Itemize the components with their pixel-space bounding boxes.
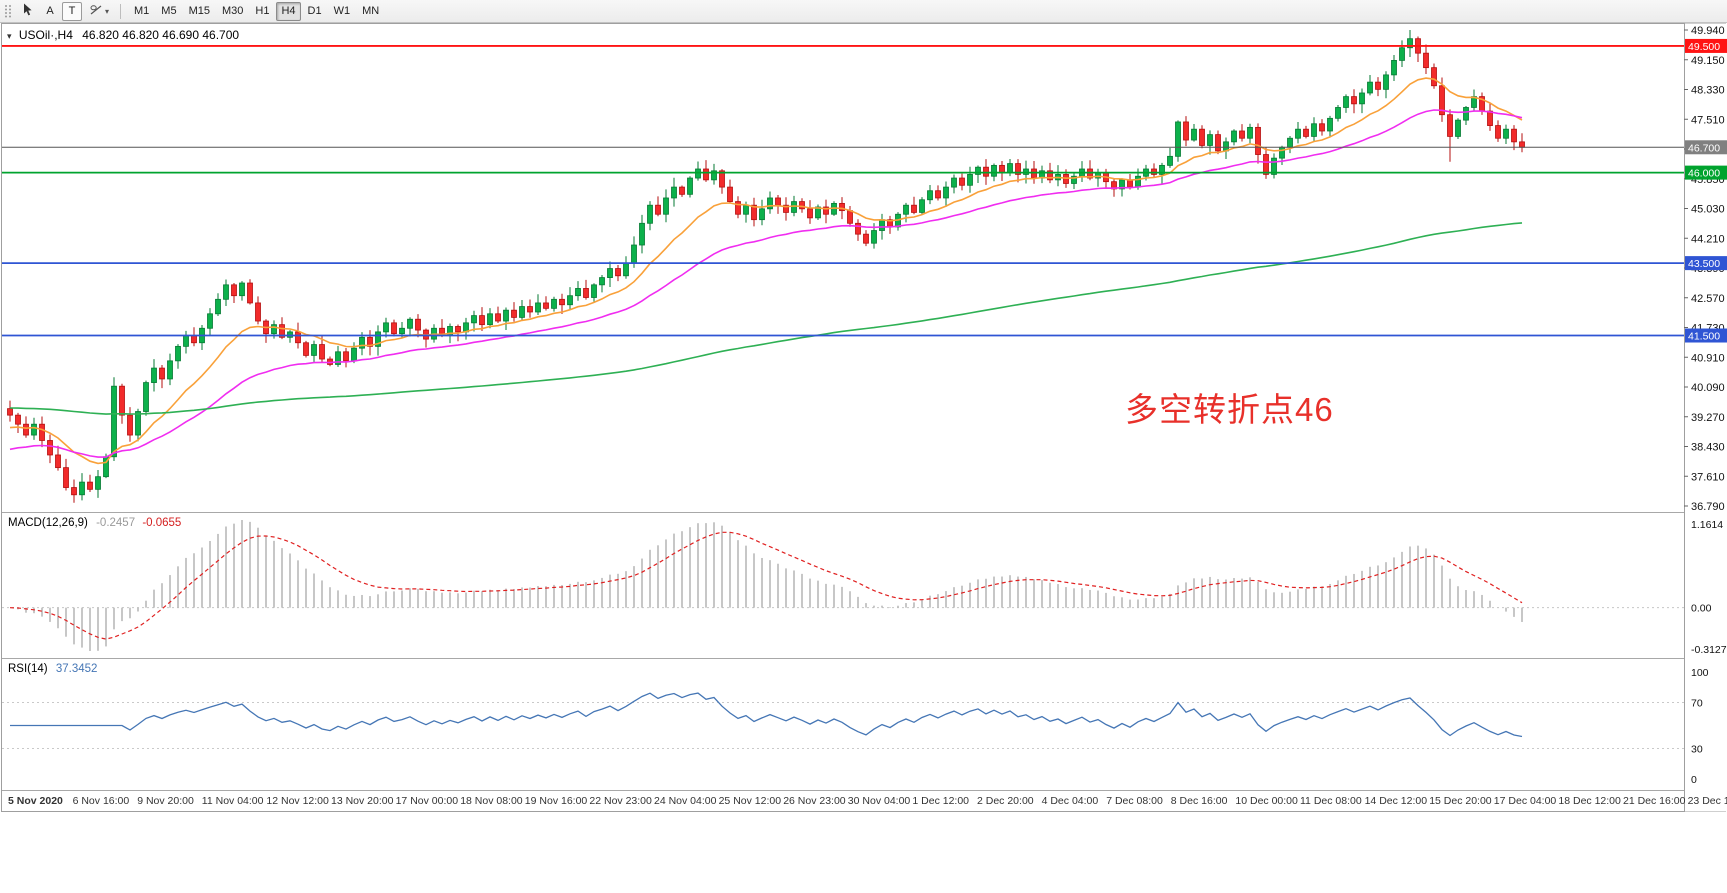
timeframe-button-group: M1 M5 M15 M30 H1 H4 D1 W1 MN [129, 1, 384, 21]
chart-marker-icon[interactable]: ▾ [7, 31, 12, 41]
timeframe-button-m5[interactable]: M5 [156, 2, 181, 21]
svg-text:44.210: 44.210 [1691, 233, 1725, 245]
text-box-tool-button[interactable]: T [62, 1, 82, 21]
macd-signal-line[interactable] [9, 531, 1523, 640]
svg-text:42.570: 42.570 [1691, 293, 1725, 305]
cursor-icon [22, 3, 33, 19]
timeframe-button-h1[interactable]: H1 [250, 2, 274, 21]
svg-text:37.610: 37.610 [1691, 471, 1725, 483]
svg-text:12 Nov 12:00: 12 Nov 12:00 [266, 795, 329, 807]
macd-name: MACD(12,26,9) [8, 517, 88, 529]
svg-text:17 Dec 04:00: 17 Dec 04:00 [1494, 795, 1557, 807]
chart-symbol-period: USOil·,H4 [18, 28, 73, 42]
svg-text:40.090: 40.090 [1691, 382, 1725, 394]
cursor-tool-button[interactable] [17, 2, 38, 21]
timeframe-button-d1[interactable]: D1 [303, 2, 327, 21]
svg-text:17 Nov 00:00: 17 Nov 00:00 [396, 795, 459, 807]
rsi-line[interactable] [10, 692, 1523, 738]
svg-text:5 Nov 2020: 5 Nov 2020 [8, 795, 63, 807]
svg-text:23 Dec 16:00: 23 Dec 16:00 [1688, 795, 1727, 807]
svg-text:14 Dec 12:00: 14 Dec 12:00 [1365, 795, 1428, 807]
svg-text:49.940: 49.940 [1691, 25, 1725, 37]
timeframe-button-m1[interactable]: M1 [129, 2, 154, 21]
text-tool-label: A [46, 5, 54, 17]
svg-text:25 Nov 12:00: 25 Nov 12:00 [719, 795, 782, 807]
macd-histogram [17, 520, 1523, 651]
rsi-indicator-label: RSI(14) 37.3452 [8, 663, 97, 675]
svg-text:39.270: 39.270 [1691, 412, 1725, 424]
svg-text:4 Dec 04:00: 4 Dec 04:00 [1042, 795, 1099, 807]
svg-text:2 Dec 20:00: 2 Dec 20:00 [977, 795, 1034, 807]
time-axis[interactable]: 5 Nov 2020 6 Nov 16:00 9 Nov 20:00 11 Nov 0… [8, 795, 1727, 807]
svg-text:30: 30 [1691, 744, 1703, 756]
ma-fast-line[interactable] [9, 77, 1523, 465]
shapes-icon [89, 4, 103, 19]
macd-indicator-label: MACD(12,26,9) -0.2457 -0.0655 [8, 517, 181, 529]
svg-text:46.700: 46.700 [1688, 142, 1720, 154]
svg-text:70: 70 [1691, 698, 1703, 710]
timeframe-button-m30[interactable]: M30 [217, 2, 248, 21]
svg-text:9 Nov 20:00: 9 Nov 20:00 [137, 795, 194, 807]
svg-text:49.150: 49.150 [1691, 55, 1725, 67]
macd-main-value: -0.2457 [96, 517, 136, 529]
svg-text:0: 0 [1691, 774, 1697, 786]
svg-text:47.510: 47.510 [1691, 114, 1725, 126]
svg-text:40.910: 40.910 [1691, 352, 1725, 364]
svg-text:1 Dec 12:00: 1 Dec 12:00 [912, 795, 969, 807]
toolbar-separator [120, 3, 122, 19]
svg-text:49.500: 49.500 [1688, 41, 1720, 53]
svg-text:38.430: 38.430 [1691, 442, 1725, 454]
chevron-down-icon: ▾ [105, 6, 110, 16]
svg-text:36.790: 36.790 [1691, 501, 1725, 513]
main-toolbar: A T ▾ M1 M5 M15 M30 H1 H4 D1 W1 MN [0, 0, 1727, 23]
svg-text:48.330: 48.330 [1691, 85, 1725, 97]
shapes-tool-button[interactable]: ▾ [84, 2, 114, 21]
text-annotation-tool-button[interactable]: A [40, 2, 60, 21]
svg-text:43.500: 43.500 [1688, 258, 1720, 270]
timeframe-button-h4[interactable]: H4 [276, 1, 301, 21]
svg-text:41.500: 41.500 [1688, 331, 1720, 343]
rsi-value: 37.3452 [55, 663, 98, 675]
rsi-level-lines [2, 702, 1684, 749]
svg-text:19 Nov 16:00: 19 Nov 16:00 [525, 795, 588, 807]
svg-text:18 Nov 08:00: 18 Nov 08:00 [460, 795, 523, 807]
svg-text:0.00: 0.00 [1691, 603, 1712, 615]
svg-text:6 Nov 16:00: 6 Nov 16:00 [73, 795, 130, 807]
rsi-name: RSI(14) [8, 663, 48, 675]
chart-ohlc-values: 46.820 46.820 46.690 46.700 [82, 28, 240, 42]
svg-text:10 Dec 00:00: 10 Dec 00:00 [1235, 795, 1298, 807]
svg-text:7 Dec 08:00: 7 Dec 08:00 [1106, 795, 1163, 807]
svg-text:100: 100 [1691, 667, 1709, 679]
chart-frame [1, 23, 1726, 812]
svg-text:13 Nov 20:00: 13 Nov 20:00 [331, 795, 394, 807]
macd-signal-value: -0.0655 [142, 517, 182, 529]
svg-text:18 Dec 12:00: 18 Dec 12:00 [1558, 795, 1621, 807]
svg-text:26 Nov 23:00: 26 Nov 23:00 [783, 795, 846, 807]
ma-slow-line[interactable] [9, 222, 1523, 415]
svg-text:11 Nov 04:00: 11 Nov 04:00 [202, 795, 264, 807]
svg-text:-0.3127: -0.3127 [1691, 644, 1727, 656]
type-tool-label: T [68, 5, 76, 17]
svg-text:46.000: 46.000 [1688, 168, 1720, 180]
toolbar-drag-handle-icon[interactable] [4, 4, 12, 18]
svg-text:21 Dec 16:00: 21 Dec 16:00 [1623, 795, 1686, 807]
svg-text:15 Dec 20:00: 15 Dec 20:00 [1429, 795, 1492, 807]
price-annotation-text[interactable]: 多空转折点46 [1125, 391, 1334, 428]
svg-text:30 Nov 04:00: 30 Nov 04:00 [848, 795, 911, 807]
svg-text:11 Dec 08:00: 11 Dec 08:00 [1300, 795, 1362, 807]
svg-text:45.030: 45.030 [1691, 204, 1725, 216]
timeframe-button-m15[interactable]: M15 [184, 2, 215, 21]
svg-text:8 Dec 16:00: 8 Dec 16:00 [1171, 795, 1228, 807]
svg-text:24 Nov 04:00: 24 Nov 04:00 [654, 795, 717, 807]
svg-text:22 Nov 23:00: 22 Nov 23:00 [589, 795, 652, 807]
price-axis[interactable]: 49.94049.15048.33047.51046.70045.85045.0… [1684, 23, 1727, 812]
timeframe-button-mn[interactable]: MN [357, 2, 384, 21]
candles-group [7, 30, 1525, 503]
svg-text:1.1614: 1.1614 [1691, 519, 1723, 531]
ma-mid-line[interactable] [9, 109, 1523, 458]
timeframe-button-w1[interactable]: W1 [329, 2, 356, 21]
chart-title: ▾ USOil·,H4 46.820 46.820 46.690 46.700 [7, 28, 239, 42]
